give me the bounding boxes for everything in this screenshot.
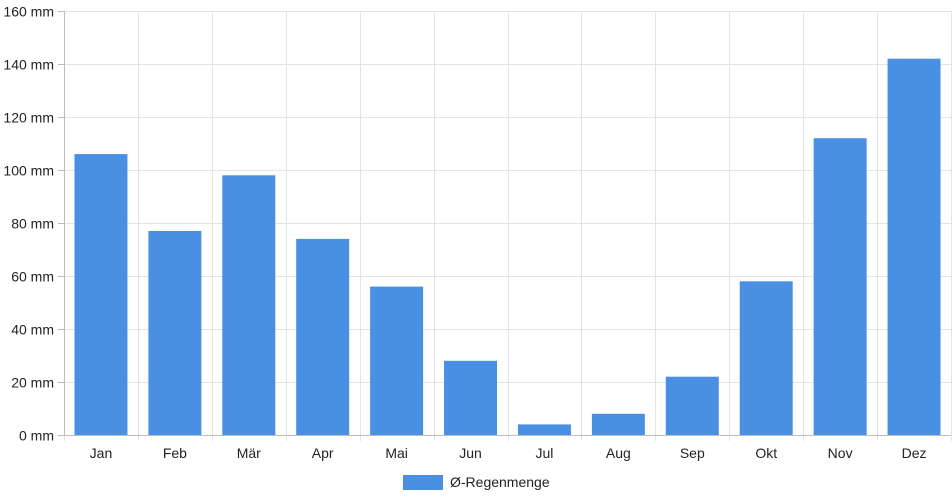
y-tick-label-160: 160 mm (3, 4, 54, 20)
bar-mär[interactable] (222, 175, 276, 436)
axes (58, 11, 951, 436)
bar-jul[interactable] (517, 424, 571, 435)
bar-sep[interactable] (665, 376, 719, 435)
y-axis-tick-labels: 0 mm 20 mm 40 mm 60 mm 80 mm 100 mm 120 mm 140 … (3, 4, 54, 444)
bars (74, 58, 941, 436)
y-tick-label-100: 100 mm (3, 163, 54, 179)
legend-swatch-regenmenge[interactable] (403, 475, 443, 490)
y-tick-label-140: 140 mm (3, 57, 54, 73)
x-tick-label-nov: Nov (828, 445, 853, 461)
x-tick-label-jul: Jul (536, 445, 554, 461)
bar-jan[interactable] (74, 154, 128, 435)
y-tick-label-0: 0 mm (19, 428, 54, 444)
x-tick-label-aug: Aug (606, 445, 631, 461)
x-tick-label-sep: Sep (680, 445, 705, 461)
bar-apr[interactable] (296, 238, 350, 435)
y-tick-label-20: 20 mm (11, 375, 54, 391)
y-tick-label-80: 80 mm (11, 216, 54, 232)
x-tick-label-dez: Dez (902, 445, 927, 461)
legend-label-regenmenge[interactable]: Ø-Regenmenge (450, 474, 550, 490)
x-tick-label-mai: Mai (385, 445, 408, 461)
x-tick-label-jun: Jun (459, 445, 482, 461)
x-tick-label-okt: Okt (755, 445, 777, 461)
legend[interactable]: Ø-Regenmenge (403, 474, 550, 490)
bar-jun[interactable] (444, 360, 498, 435)
y-tick-label-120: 120 mm (3, 110, 54, 126)
x-tick-label-apr: Apr (312, 445, 334, 461)
bar-nov[interactable] (813, 138, 867, 435)
bar-feb[interactable] (148, 230, 202, 435)
x-axis-tick-labels: Jan Feb Mär Apr Mai Jun Jul Aug Sep Okt Nov Dez (90, 445, 927, 461)
x-tick-label-mär: Mär (237, 445, 261, 461)
bar-aug[interactable] (591, 413, 645, 435)
bar-mai[interactable] (370, 286, 424, 435)
y-tick-label-40: 40 mm (11, 322, 54, 338)
y-tick-label-60: 60 mm (11, 269, 54, 285)
bar-dez[interactable] (887, 58, 941, 435)
bar-okt[interactable] (739, 281, 793, 435)
x-tick-label-jan: Jan (90, 445, 113, 461)
x-tick-label-feb: Feb (163, 445, 187, 461)
